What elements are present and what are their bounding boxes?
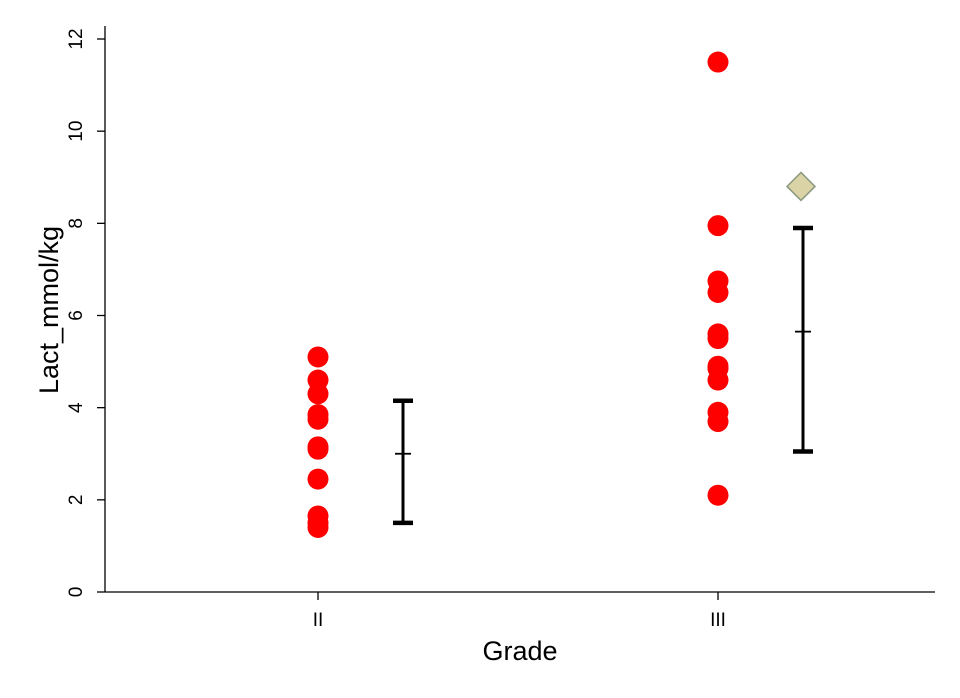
y-tick-label: 0 [66,587,87,598]
data-point [307,383,329,405]
y-tick-label: 8 [66,218,87,229]
x-tick-label: II [313,610,324,631]
error-bars [393,225,813,526]
y-tick-label: 12 [66,28,87,49]
y-axis-title: Lact_mmol/kg [34,226,64,394]
outlier-markers [785,171,817,202]
data-points [307,51,729,538]
data-point [307,516,329,538]
data-point [307,408,329,430]
data-point [307,438,329,460]
data-point [707,484,729,506]
chart-axes [104,26,935,593]
data-point [707,51,729,73]
x-axis-ticks: II III [313,592,726,631]
data-point [707,410,729,432]
y-tick-label: 4 [66,402,87,413]
data-point [307,346,329,368]
data-point [707,281,729,303]
data-point [707,215,729,237]
y-tick-label: 6 [66,310,87,321]
x-axis-title: Grade [482,636,557,666]
outlier-diamond-marker [785,171,817,202]
y-tick-label: 2 [66,495,87,506]
y-tick-label: 10 [66,121,87,142]
x-tick-label: III [710,610,726,631]
data-point [307,468,329,490]
data-point [707,328,729,350]
data-point [707,369,729,391]
y-axis-ticks: 0 2 4 6 8 10 12 [66,28,105,597]
